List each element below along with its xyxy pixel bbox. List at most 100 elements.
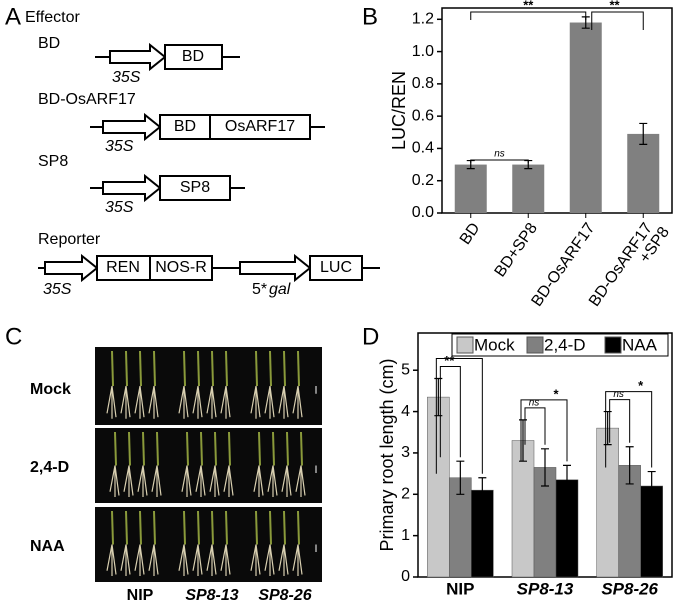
- significance-bracket: [591, 11, 644, 30]
- seedling-shoot: [225, 350, 228, 387]
- bar: [471, 489, 494, 578]
- error-bar: [625, 446, 634, 485]
- y-tick-label: 0.4: [412, 140, 434, 157]
- seedling-root: [220, 385, 231, 419]
- seedling-root: [253, 465, 264, 497]
- seedling-root: [264, 385, 275, 419]
- row-label: Mock: [30, 381, 71, 398]
- seedling-shoot: [269, 350, 272, 387]
- legend-label: Mock: [474, 335, 515, 354]
- seedling-root: [220, 544, 231, 576]
- seedling-root: [178, 544, 189, 576]
- column-label: SP8-13: [185, 587, 238, 604]
- panel-label: C: [5, 323, 22, 350]
- seedling-shoot: [211, 510, 214, 545]
- seedling-root: [195, 465, 206, 497]
- promoter-arrow: [44, 253, 99, 283]
- legend-label: 2,4-D: [544, 335, 586, 354]
- seedling-shoot: [139, 350, 142, 387]
- legend-swatch: [456, 336, 474, 354]
- seedling-shoot: [111, 350, 114, 387]
- gene-label: BD: [182, 48, 204, 65]
- significance-bracket: [439, 365, 461, 458]
- promoter-arrow: [109, 42, 167, 72]
- error-bar: [603, 410, 612, 446]
- diagram-heading: Effector: [25, 9, 81, 26]
- seedling-shoot: [300, 431, 303, 466]
- construct-name: BD-OsARF17: [38, 91, 136, 108]
- bar: [627, 133, 660, 213]
- seedling-root: [267, 465, 278, 497]
- promoter-arrow: [102, 112, 162, 142]
- seedling-shoot: [114, 431, 117, 466]
- legend-label: NAA: [622, 335, 658, 354]
- seedling-root: [292, 544, 303, 576]
- panel-label: D: [362, 323, 379, 350]
- seedling-shoot: [225, 510, 228, 545]
- seedling-root: [151, 465, 162, 497]
- seedling-shoot: [283, 350, 286, 387]
- seedling-root: [106, 385, 117, 419]
- gene-box: [149, 255, 213, 281]
- significance-label: *: [553, 386, 559, 401]
- promoter-label: 5*: [252, 281, 267, 298]
- y-tick-label: 0: [401, 568, 410, 585]
- seedling-shoot: [283, 510, 286, 545]
- seedling-shoot: [228, 431, 231, 466]
- gene-label: REN: [106, 259, 140, 276]
- column-label: SP8-26: [258, 587, 311, 604]
- y-tick-label: 1: [401, 527, 410, 544]
- seedling-root: [264, 544, 275, 576]
- gene-label: BD: [174, 118, 196, 135]
- y-tick-label: 0.0: [412, 204, 434, 221]
- error-bar: [563, 464, 571, 495]
- promoter-arrow: [102, 173, 162, 203]
- x-tick-label: BD+SP8: [492, 220, 541, 280]
- gene-label: SP8: [180, 179, 210, 196]
- seedling-root: [278, 544, 289, 576]
- y-tick-label: 1.0: [412, 43, 434, 60]
- diagram-heading: Reporter: [38, 231, 101, 248]
- seedling-root: [120, 385, 131, 419]
- x-tick-label: NIP: [446, 579, 474, 598]
- seedling-root: [292, 385, 303, 419]
- seedling-root: [148, 385, 159, 419]
- seedling-shoot: [128, 431, 131, 466]
- seedling-shoot: [272, 431, 275, 466]
- gene-label: LUC: [320, 259, 352, 276]
- y-tick-label: 4: [401, 403, 410, 420]
- column-label: NIP: [127, 587, 154, 604]
- seedling-root: [178, 385, 189, 419]
- seedling-shoot: [211, 350, 214, 387]
- significance-label: **: [609, 0, 620, 12]
- seedling-root: [223, 465, 234, 497]
- gene-box: [164, 44, 223, 70]
- construct-name: BD: [38, 35, 60, 52]
- seedling-shoot: [200, 431, 203, 466]
- seedling-root: [137, 465, 148, 497]
- legend-swatch: [526, 336, 544, 354]
- seedling-shoot: [111, 510, 114, 545]
- seedling-shoot: [297, 350, 300, 387]
- error-bar: [519, 419, 527, 462]
- significance-label: ns: [613, 389, 624, 400]
- significance-label: **: [523, 0, 534, 12]
- y-axis-label: Primary root length (cm): [377, 358, 397, 551]
- promoter-label: 35S: [43, 281, 72, 298]
- promoter-arrow: [239, 253, 312, 283]
- seedling-shoot: [255, 510, 258, 545]
- seedling-shoot: [183, 350, 186, 387]
- promoter-label: 35S: [105, 199, 134, 216]
- y-axis-label: LUC/REN: [389, 71, 409, 150]
- seedling-shoot: [153, 510, 156, 545]
- promoter-label: 35S: [112, 69, 141, 86]
- seedling-root: [109, 465, 120, 497]
- y-tick-label: 3: [401, 444, 410, 461]
- seedling-root: [134, 544, 145, 576]
- row-label: 2,4-D: [30, 459, 69, 476]
- seedling-shoot: [125, 350, 128, 387]
- y-tick-label: 0.6: [412, 107, 434, 124]
- significance-label: **: [444, 353, 455, 368]
- gene-label: OsARF17: [225, 118, 295, 135]
